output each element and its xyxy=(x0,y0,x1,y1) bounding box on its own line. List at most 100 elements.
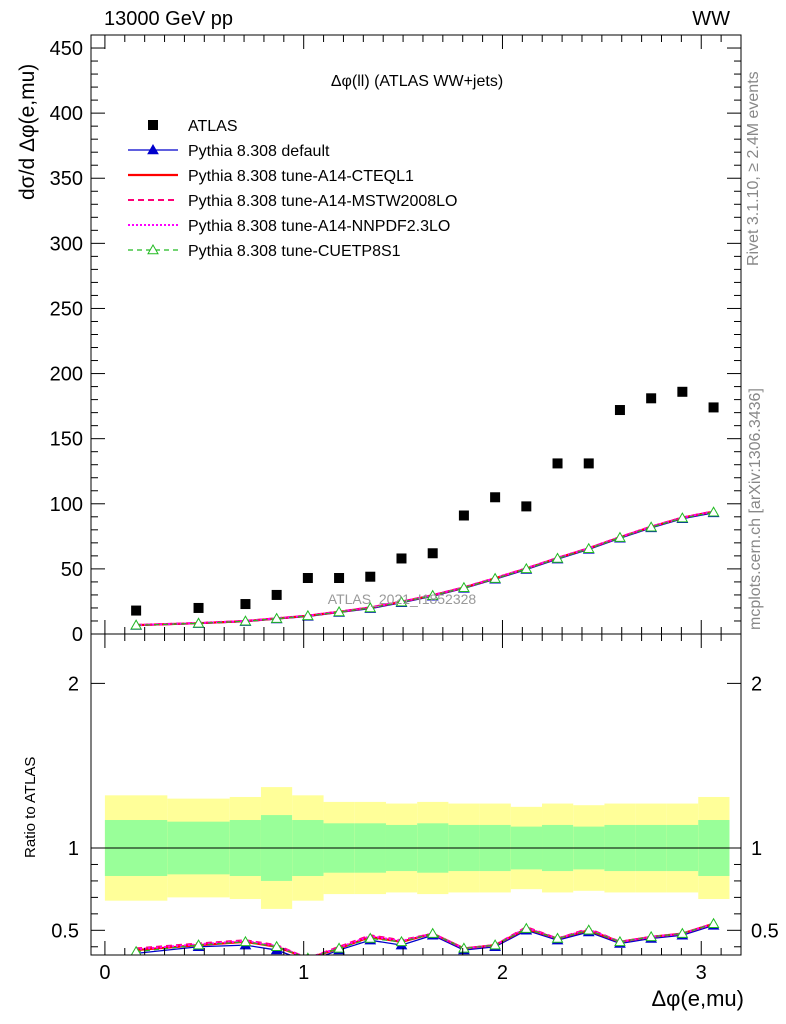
ratio-y-tick-label-right: 1 xyxy=(751,838,762,860)
main-panel: 0 50 100 150 200 250 300 350 400 450 Δφ(ll) (ATLA… xyxy=(50,34,742,646)
data-point-atlas xyxy=(677,386,688,397)
data-point-atlas xyxy=(302,573,313,584)
y-tick-label: 100 xyxy=(50,494,83,516)
y-tick-label: 50 xyxy=(61,559,83,581)
data-point-atlas xyxy=(334,573,345,584)
y-tick-label: 350 xyxy=(50,168,83,190)
series-point-cuetp8s1 xyxy=(270,612,283,623)
y-tick-label: 400 xyxy=(50,103,83,125)
legend-label-cuetp8s1: Pythia 8.308 tune-CUETP8S1 xyxy=(188,243,401,260)
legend-label-cteql1: Pythia 8.308 tune-A14-CTEQL1 xyxy=(188,168,414,185)
y-tick-label: 0 xyxy=(72,624,83,646)
series-point-cuetp8s1 xyxy=(582,542,595,553)
x-tick-label: 0 xyxy=(99,962,110,984)
chart-title: Δφ(ll) (ATLAS WW+jets) xyxy=(331,73,503,90)
ratio-point-cuetp8s1 xyxy=(707,917,720,928)
ratio-point-cuetp8s1 xyxy=(239,935,252,947)
data-point-atlas xyxy=(240,599,251,610)
y-tick-label: 200 xyxy=(50,364,83,386)
data-point-atlas xyxy=(552,458,563,469)
y-tick-label: 250 xyxy=(50,298,83,320)
series-line-cuetp8s1 xyxy=(136,511,714,626)
series-point-cuetp8s1 xyxy=(458,581,470,593)
series-point-cuetp8s1 xyxy=(395,596,408,607)
x-tick-label: 2 xyxy=(497,962,508,984)
ratio-point-cuetp8s1 xyxy=(551,932,564,943)
series-point-cuetp8s1 xyxy=(676,512,689,523)
y-tick-label: 150 xyxy=(50,429,83,451)
ratio-point-cuetp8s1 xyxy=(130,945,142,955)
series-point-cuetp8s1 xyxy=(192,617,205,628)
ratio-y-tick-label: 1 xyxy=(68,838,79,860)
series-line-nnpdf xyxy=(136,510,714,627)
legend-label-nnpdf: Pythia 8.308 tune-A14-NNPDF2.3LO xyxy=(188,218,450,235)
ratio-y-tick-label: 2 xyxy=(68,673,79,695)
legend-label-data: ATLAS xyxy=(188,118,238,135)
series-point-cuetp8s1 xyxy=(707,506,720,517)
legend-marker-cuetp8s1 xyxy=(147,243,159,255)
header-left-label: 13000 GeV pp xyxy=(104,8,233,30)
ratio-point-cuetp8s1 xyxy=(364,932,377,943)
ratio-point-cuetp8s1 xyxy=(426,927,439,938)
ratio-line-default xyxy=(136,924,714,955)
y-tick-label: 300 xyxy=(50,233,83,255)
ratio-point-cuetp8s1 xyxy=(676,927,689,938)
series-point-cuetp8s1 xyxy=(364,601,377,613)
legend-marker-atlas xyxy=(148,120,158,130)
legend-marker-default xyxy=(147,143,159,155)
x-tick-label: 3 xyxy=(696,962,707,984)
y-axis-label: dσ/d Δφ(e,mu) xyxy=(16,63,39,200)
ratio-point-cuetp8s1 xyxy=(270,940,283,952)
header-right-label: WW xyxy=(692,8,730,30)
y-tick-label: 450 xyxy=(50,38,83,60)
legend: ATLAS Pythia 8.308 default Pythia 8.308 tu… xyxy=(128,118,457,260)
watermark-label: ATLAS_2021_I1852328 xyxy=(328,591,477,607)
ratio-point-cuetp8s1 xyxy=(520,922,533,933)
ratio-panel: 0.5 0.5 1 1 2 2 0 1 2 3 xyxy=(51,633,779,984)
ratio-y-axis-label: Ratio to ATLAS xyxy=(22,756,39,858)
x-tick-label: 1 xyxy=(298,962,309,984)
series-point-cuetp8s1 xyxy=(333,605,345,617)
data-point-atlas xyxy=(365,571,376,582)
data-point-atlas xyxy=(396,553,407,564)
data-point-atlas xyxy=(271,589,282,600)
series-point-cuetp8s1 xyxy=(239,615,252,626)
ratio-point-cuetp8s1 xyxy=(395,935,408,947)
legend-label-default: Pythia 8.308 default xyxy=(188,143,330,160)
series-point-cuetp8s1 xyxy=(551,552,564,563)
ratio-y-tick-label-right: 2 xyxy=(751,673,762,695)
ratio-frame xyxy=(90,633,742,956)
ratio-point-cuetp8s1 xyxy=(582,924,595,935)
series-line-cteql1 xyxy=(136,510,714,627)
rivet-version-label: Rivet 3.1.10, ≥ 2.4M events xyxy=(745,71,762,266)
data-point-atlas xyxy=(614,405,625,416)
ratio-point-cuetp8s1 xyxy=(458,942,470,953)
data-point-atlas xyxy=(646,393,657,404)
x-axis-label: Δφ(e,mu) xyxy=(651,986,744,1011)
ratio-y-tick-label-right: 0.5 xyxy=(751,920,779,942)
data-point-atlas xyxy=(708,402,719,413)
ratio-line-cuetp8s1 xyxy=(136,923,714,955)
ratio-point-cuetp8s1 xyxy=(645,930,658,942)
data-point-atlas xyxy=(193,602,204,613)
series-point-cuetp8s1 xyxy=(520,562,533,574)
series-line-default xyxy=(136,512,714,627)
series-point-cuetp8s1 xyxy=(489,572,501,583)
ratio-point-cuetp8s1 xyxy=(192,939,205,950)
series-line-mstw xyxy=(136,510,714,626)
ratio-line-nnpdf xyxy=(136,922,714,955)
data-point-atlas xyxy=(521,501,532,512)
ratio-point-cuetp8s1 xyxy=(614,935,626,947)
data-point-atlas xyxy=(490,492,501,503)
data-point-atlas xyxy=(427,548,438,559)
data-point-atlas xyxy=(583,458,594,469)
series-point-cuetp8s1 xyxy=(302,609,314,621)
data-point-atlas xyxy=(131,605,142,616)
ratio-point-cuetp8s1 xyxy=(489,939,501,950)
series-point-cuetp8s1 xyxy=(614,531,626,542)
mcplots-label: mcplots.cern.ch [arXiv:1306.3436] xyxy=(747,388,764,630)
legend-label-mstw: Pythia 8.308 tune-A14-MSTW2008LO xyxy=(188,193,457,210)
ratio-point-cuetp8s1 xyxy=(333,942,345,953)
data-point-atlas xyxy=(458,510,469,521)
